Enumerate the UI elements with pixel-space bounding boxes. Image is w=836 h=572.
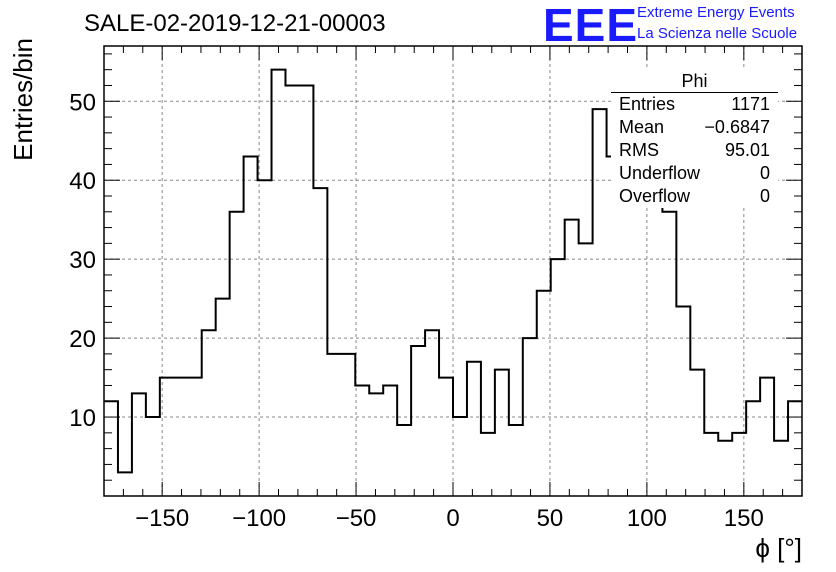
y-tick-label: 30 — [69, 247, 96, 274]
run-title: SALE-02-2019-12-21-00003 — [84, 10, 386, 37]
stats-label: Underflow — [619, 163, 701, 183]
stats-row-overflow: Overflow 0 — [611, 185, 778, 208]
stats-label: Entries — [619, 94, 676, 114]
x-tick-label: −50 — [336, 505, 377, 532]
stats-row-underflow: Underflow 0 — [611, 162, 778, 185]
y-tick-label: 10 — [69, 405, 96, 432]
org-name-line2: La Scienza nelle Scuole — [637, 25, 798, 42]
x-tick-label: 50 — [537, 505, 564, 532]
stats-row-entries: Entries 1171 — [611, 93, 778, 116]
stats-value: 0 — [759, 186, 770, 206]
x-tick-label: −150 — [135, 505, 189, 532]
stats-row-mean: Mean −0.6847 — [611, 116, 778, 139]
y-axis-label: Entries/bin — [8, 38, 38, 161]
y-tick-label: 20 — [69, 326, 96, 353]
y-tick-label: 50 — [69, 89, 96, 116]
stats-label: RMS — [619, 140, 659, 160]
x-tick-label: 100 — [627, 505, 667, 532]
stats-label: Mean — [619, 117, 665, 137]
stats-value: 0 — [759, 163, 770, 183]
tick-labels: −150 −100 −50 0 50 100 150 10 20 30 40 50 — [69, 89, 764, 532]
stats-box: Phi Entries 1171 Mean −0.6847 RMS 95.01 … — [611, 70, 778, 208]
x-tick-label: −100 — [232, 505, 286, 532]
stats-value: 95.01 — [724, 140, 770, 160]
histogram-step-line — [104, 68, 802, 474]
stats-label: Overflow — [619, 186, 691, 206]
stats-value: 1171 — [731, 94, 770, 114]
x-axis-label: ϕ [°] — [755, 533, 802, 563]
x-tick-label: 150 — [724, 505, 764, 532]
x-tick-label: 0 — [446, 505, 459, 532]
stats-value: −0.6847 — [704, 117, 770, 137]
eee-logo: EEE — [543, 0, 639, 51]
axis-ticks — [103, 46, 803, 497]
org-name-line1: Extreme Energy Events — [637, 4, 795, 21]
y-tick-label: 40 — [69, 168, 96, 195]
stats-row-rms: RMS 95.01 — [611, 139, 778, 162]
stats-title: Phi — [611, 70, 778, 93]
